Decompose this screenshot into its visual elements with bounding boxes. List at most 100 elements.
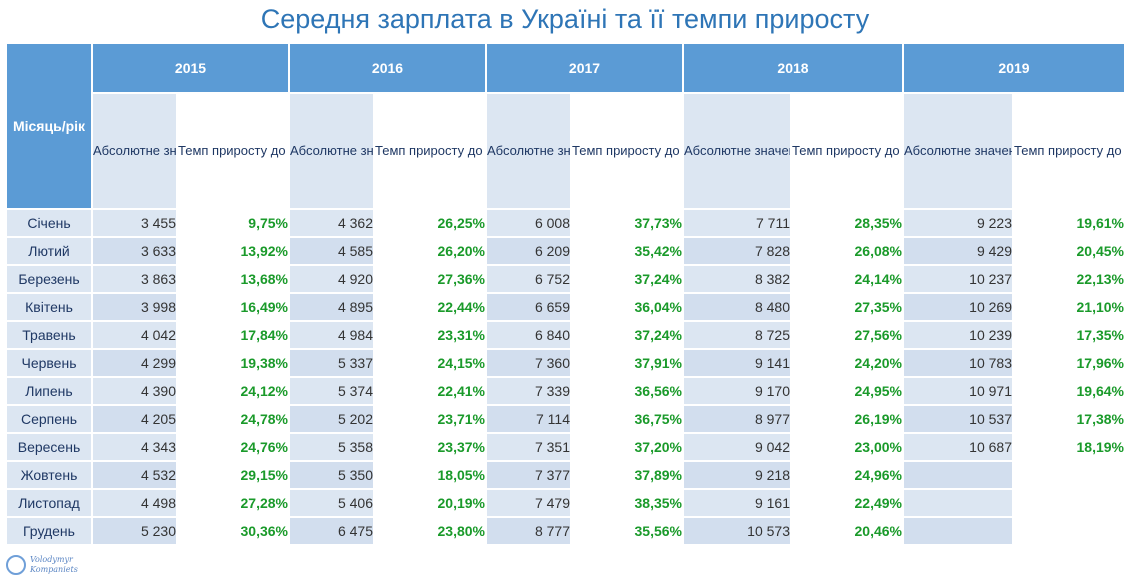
growth-rate-cell bbox=[1014, 518, 1124, 544]
table-row: Лютий 3 633 13,92% 4 585 26,20% 6 209 35,42% 7 … bbox=[7, 238, 1124, 264]
absolute-value-cell: 6 840 bbox=[487, 322, 570, 348]
growth-rate-cell: 21,10% bbox=[1014, 294, 1124, 320]
growth-rate-cell: 26,25% bbox=[375, 210, 485, 236]
absolute-value-cell: 10 239 bbox=[904, 322, 1012, 348]
table-row: Липень 4 390 24,12% 5 374 22,41% 7 339 36,56% 9… bbox=[7, 378, 1124, 404]
month-cell: Листопад bbox=[7, 490, 91, 516]
month-cell: Квітень bbox=[7, 294, 91, 320]
month-cell: Травень bbox=[7, 322, 91, 348]
logo-line-2: Kompaniets bbox=[30, 565, 78, 574]
growth-rate-cell: 22,44% bbox=[375, 294, 485, 320]
growth-rate-cell: 23,00% bbox=[792, 434, 902, 460]
growth-rate-cell: 37,20% bbox=[572, 434, 682, 460]
absolute-value-cell: 9 042 bbox=[684, 434, 790, 460]
absolute-value-cell: 10 269 bbox=[904, 294, 1012, 320]
growth-rate-cell: 27,56% bbox=[792, 322, 902, 348]
growth-rate-header: Темп приросту до відповідного місяця мин… bbox=[375, 94, 485, 208]
growth-rate-header: Темп приросту до відповідного місяця мин… bbox=[792, 94, 902, 208]
globe-icon bbox=[6, 555, 26, 575]
month-cell: Серпень bbox=[7, 406, 91, 432]
growth-rate-cell: 36,75% bbox=[572, 406, 682, 432]
absolute-value-cell: 4 498 bbox=[93, 490, 176, 516]
growth-rate-cell: 26,08% bbox=[792, 238, 902, 264]
absolute-value-cell: 4 343 bbox=[93, 434, 176, 460]
month-cell: Липень bbox=[7, 378, 91, 404]
growth-rate-cell: 13,68% bbox=[178, 266, 288, 292]
absolute-value-cell: 7 360 bbox=[487, 350, 570, 376]
growth-rate-cell: 20,45% bbox=[1014, 238, 1124, 264]
absolute-value-header: Абсолютне значення (грн) bbox=[904, 94, 1012, 208]
absolute-value-cell: 4 984 bbox=[290, 322, 373, 348]
table-row: Листопад 4 498 27,28% 5 406 20,19% 7 479 38,35… bbox=[7, 490, 1124, 516]
growth-rate-cell: 23,80% bbox=[375, 518, 485, 544]
page-title: Середня зарплата в Україні та її темпи п… bbox=[260, 4, 870, 34]
table-row: Вересень 4 343 24,76% 5 358 23,37% 7 351 37,20… bbox=[7, 434, 1124, 460]
absolute-value-header: Абсолютне значення (грн) bbox=[93, 94, 176, 208]
growth-rate-cell: 22,49% bbox=[792, 490, 902, 516]
growth-rate-cell: 27,35% bbox=[792, 294, 902, 320]
growth-rate-cell: 37,73% bbox=[572, 210, 682, 236]
growth-rate-cell: 22,41% bbox=[375, 378, 485, 404]
absolute-value-header: Абсолютне значення (грн) bbox=[290, 94, 373, 208]
month-cell: Грудень bbox=[7, 518, 91, 544]
absolute-value-cell: 4 299 bbox=[93, 350, 176, 376]
absolute-value-cell: 8 777 bbox=[487, 518, 570, 544]
absolute-value-cell: 9 218 bbox=[684, 462, 790, 488]
absolute-value-cell: 3 998 bbox=[93, 294, 176, 320]
growth-rate-cell: 24,20% bbox=[792, 350, 902, 376]
absolute-value-cell: 4 042 bbox=[93, 322, 176, 348]
growth-rate-cell: 27,28% bbox=[178, 490, 288, 516]
month-cell: Вересень bbox=[7, 434, 91, 460]
growth-rate-cell: 36,56% bbox=[572, 378, 682, 404]
table-row: Січень 3 455 9,75% 4 362 26,25% 6 008 37,73% 7 … bbox=[7, 210, 1124, 236]
growth-rate-cell: 37,91% bbox=[572, 350, 682, 376]
absolute-value-cell: 4 205 bbox=[93, 406, 176, 432]
absolute-value-cell: 9 429 bbox=[904, 238, 1012, 264]
absolute-value-cell: 4 920 bbox=[290, 266, 373, 292]
absolute-value-cell: 8 977 bbox=[684, 406, 790, 432]
month-cell: Жовтень bbox=[7, 462, 91, 488]
growth-rate-cell: 24,96% bbox=[792, 462, 902, 488]
absolute-value-cell bbox=[904, 462, 1012, 488]
growth-rate-cell: 24,15% bbox=[375, 350, 485, 376]
table-row: Червень 4 299 19,38% 5 337 24,15% 7 360 37,91%… bbox=[7, 350, 1124, 376]
absolute-value-cell: 6 475 bbox=[290, 518, 373, 544]
table-row: Серпень 4 205 24,78% 5 202 23,71% 7 114 36,75%… bbox=[7, 406, 1124, 432]
growth-rate-cell: 24,78% bbox=[178, 406, 288, 432]
absolute-value-cell: 9 170 bbox=[684, 378, 790, 404]
absolute-value-cell: 10 573 bbox=[684, 518, 790, 544]
growth-rate-cell: 37,24% bbox=[572, 266, 682, 292]
month-cell: Лютий bbox=[7, 238, 91, 264]
growth-rate-cell: 18,05% bbox=[375, 462, 485, 488]
absolute-value-cell bbox=[904, 518, 1012, 544]
absolute-value-cell: 8 725 bbox=[684, 322, 790, 348]
growth-rate-cell: 17,96% bbox=[1014, 350, 1124, 376]
absolute-value-header: Абсолютне значення (грн) bbox=[487, 94, 570, 208]
absolute-value-cell: 8 382 bbox=[684, 266, 790, 292]
author-logo: Volodymyr Kompaniets bbox=[2, 553, 78, 579]
growth-rate-cell: 19,38% bbox=[178, 350, 288, 376]
year-header: 2018 bbox=[684, 44, 902, 92]
absolute-value-cell: 7 114 bbox=[487, 406, 570, 432]
growth-rate-cell: 26,19% bbox=[792, 406, 902, 432]
absolute-value-cell: 6 008 bbox=[487, 210, 570, 236]
absolute-value-cell: 7 339 bbox=[487, 378, 570, 404]
month-cell: Березень bbox=[7, 266, 91, 292]
absolute-value-cell: 3 633 bbox=[93, 238, 176, 264]
absolute-value-header: Абсолютне значення (грн) bbox=[684, 94, 790, 208]
growth-rate-cell bbox=[1014, 462, 1124, 488]
absolute-value-cell: 10 971 bbox=[904, 378, 1012, 404]
table-body: Січень 3 455 9,75% 4 362 26,25% 6 008 37,73% 7 … bbox=[7, 210, 1124, 544]
growth-rate-cell: 30,36% bbox=[178, 518, 288, 544]
table-row: Березень 3 863 13,68% 4 920 27,36% 6 752 37,24… bbox=[7, 266, 1124, 292]
growth-rate-cell: 23,37% bbox=[375, 434, 485, 460]
growth-rate-header: Темп приросту до відповідного місяця мин… bbox=[178, 94, 288, 208]
growth-rate-cell: 24,12% bbox=[178, 378, 288, 404]
year-header-row: Місяць/рік 2015 2016 2017 2018 2019 bbox=[7, 44, 1124, 208]
growth-rate-cell: 19,64% bbox=[1014, 378, 1124, 404]
growth-rate-cell: 24,14% bbox=[792, 266, 902, 292]
growth-rate-cell: 22,13% bbox=[1014, 266, 1124, 292]
growth-rate-cell: 18,19% bbox=[1014, 434, 1124, 460]
absolute-value-cell: 10 687 bbox=[904, 434, 1012, 460]
growth-rate-cell: 35,56% bbox=[572, 518, 682, 544]
